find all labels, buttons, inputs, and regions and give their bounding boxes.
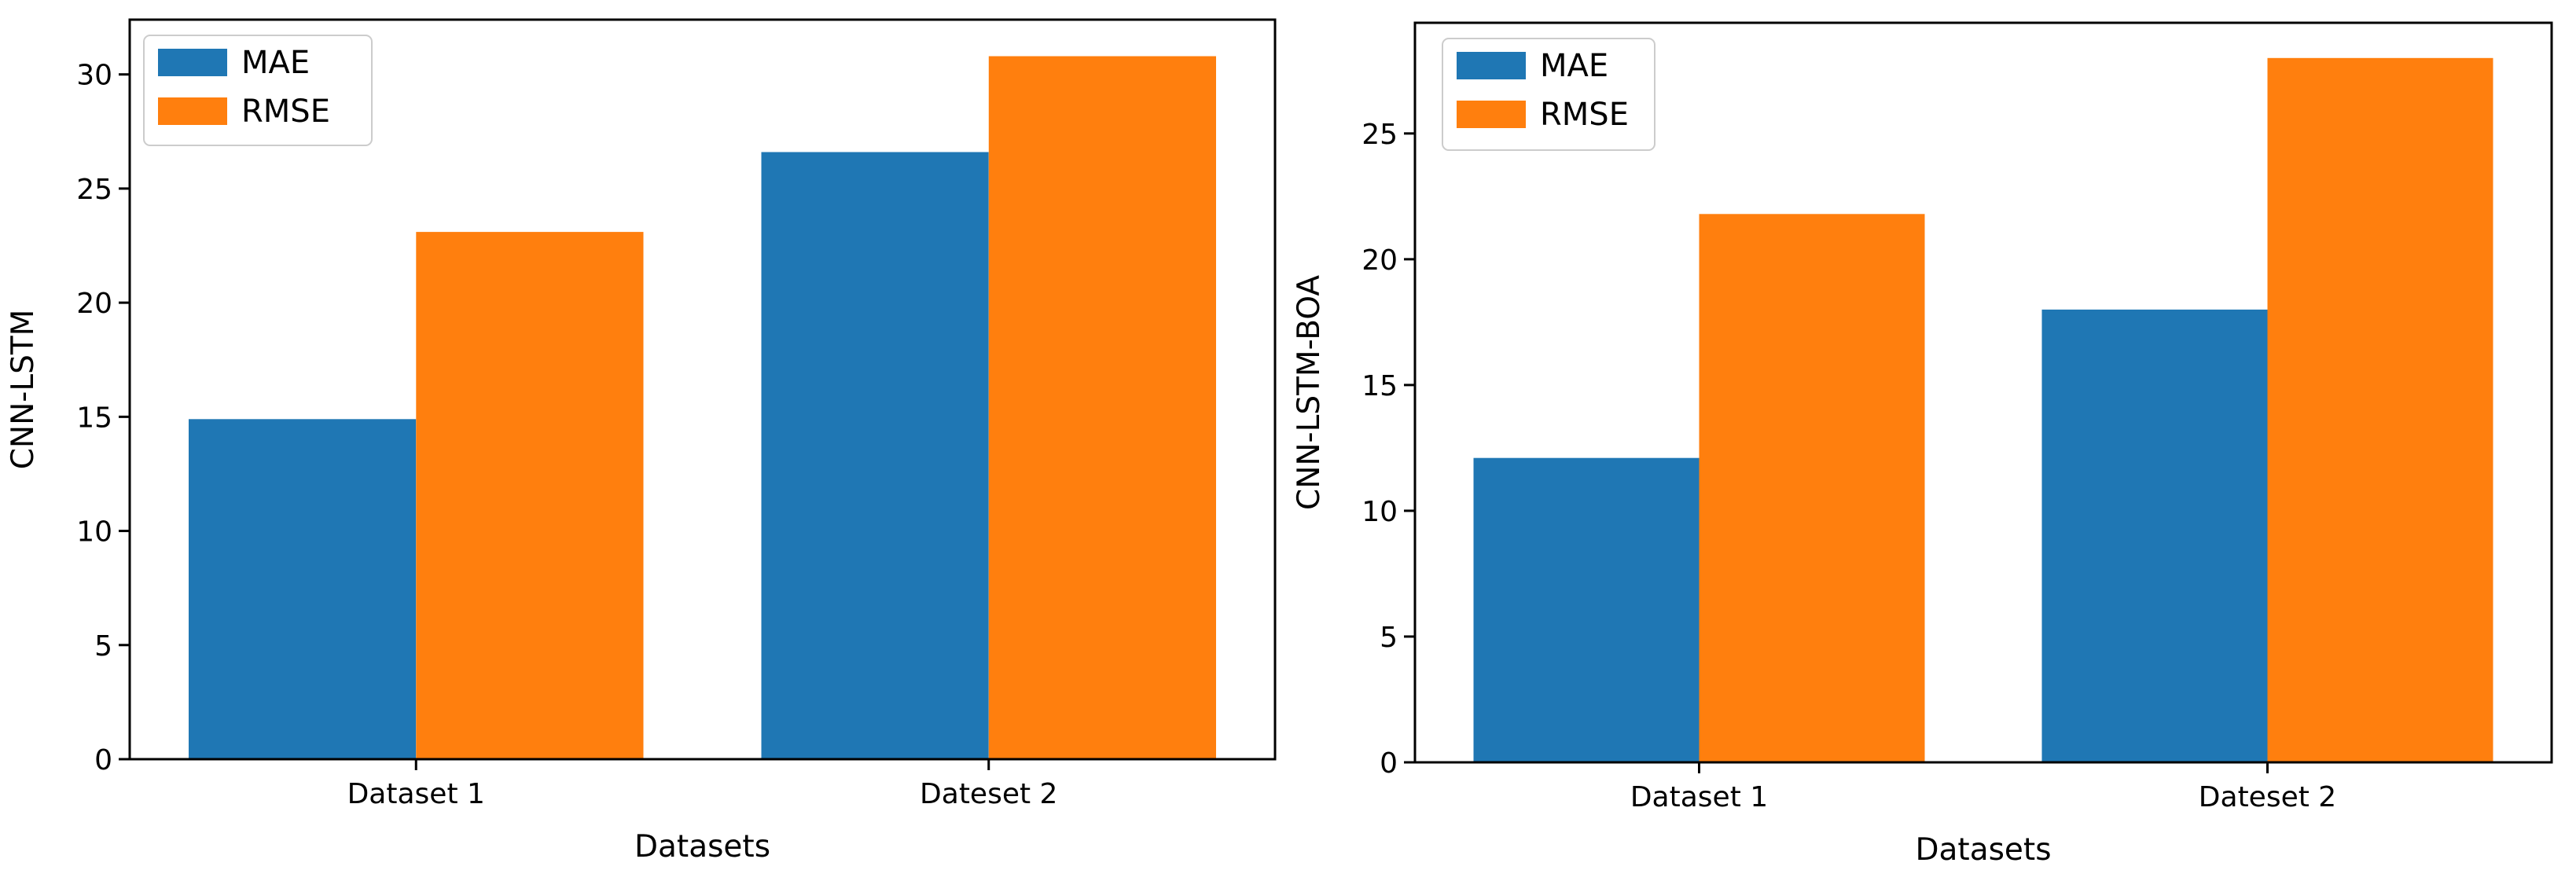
x-tick-label: Dataset 1 xyxy=(347,778,485,810)
y-tick-label: 25 xyxy=(76,174,112,206)
bar-rmse-1 xyxy=(416,232,644,760)
x-tick-label: Dataset 1 xyxy=(1630,781,1768,813)
y-tick-label: 20 xyxy=(1361,244,1398,277)
bar-mae-2 xyxy=(2041,309,2268,762)
y-tick-label: 30 xyxy=(76,60,112,92)
y-tick-label: 10 xyxy=(1361,496,1398,528)
legend-swatch-rmse xyxy=(1457,101,1526,128)
y-axis-label: CNN-LSTM xyxy=(6,310,41,470)
bar-rmse-1 xyxy=(1699,214,1925,762)
y-tick-label: 0 xyxy=(94,744,112,776)
x-axis-label: Datasets xyxy=(1915,832,2051,868)
axes-frame xyxy=(128,18,1277,761)
y-tick-label: 5 xyxy=(94,630,112,663)
bar-mae-1 xyxy=(189,419,417,759)
y-tick-label: 15 xyxy=(76,402,112,434)
bar-rmse-2 xyxy=(2267,57,2493,763)
bar-rmse-2 xyxy=(988,56,1216,759)
legend-label-mae: MAE xyxy=(1540,48,1608,84)
x-tick-label: Dateset 2 xyxy=(2199,781,2336,813)
y-tick-label: 15 xyxy=(1361,370,1398,402)
y-axis-label: CNN-LSTM-BOA xyxy=(1292,275,1327,510)
x-tick-label: Dateset 2 xyxy=(920,778,1057,810)
legend-label-mae: MAE xyxy=(241,45,310,81)
legend-swatch-mae xyxy=(158,49,227,76)
y-tick-label: 10 xyxy=(76,516,112,549)
y-tick-label: 25 xyxy=(1361,119,1398,151)
legend-swatch-mae xyxy=(1457,52,1526,79)
chart-cnn-lstm-boa: 0 5 10 15 20 25 Dataset 1 Dateset 2 Datasets CNN-… xyxy=(1292,21,2553,868)
legend-label-rmse: RMSE xyxy=(1540,97,1629,133)
axes-frame xyxy=(1413,21,2553,764)
x-axis-label: Datasets xyxy=(634,829,770,864)
y-tick-label: 0 xyxy=(1380,747,1398,780)
legend-label-rmse: RMSE xyxy=(241,94,330,130)
y-tick-label: 5 xyxy=(1380,622,1398,654)
bar-mae-1 xyxy=(1473,457,1700,762)
chart-cnn-lstm: 0 5 10 15 20 25 30 Dataset 1 Dateset 2 Datasets CN… xyxy=(6,18,1277,864)
bar-mae-2 xyxy=(761,152,989,759)
legend-swatch-rmse xyxy=(158,97,227,125)
y-tick-label: 20 xyxy=(76,288,112,320)
